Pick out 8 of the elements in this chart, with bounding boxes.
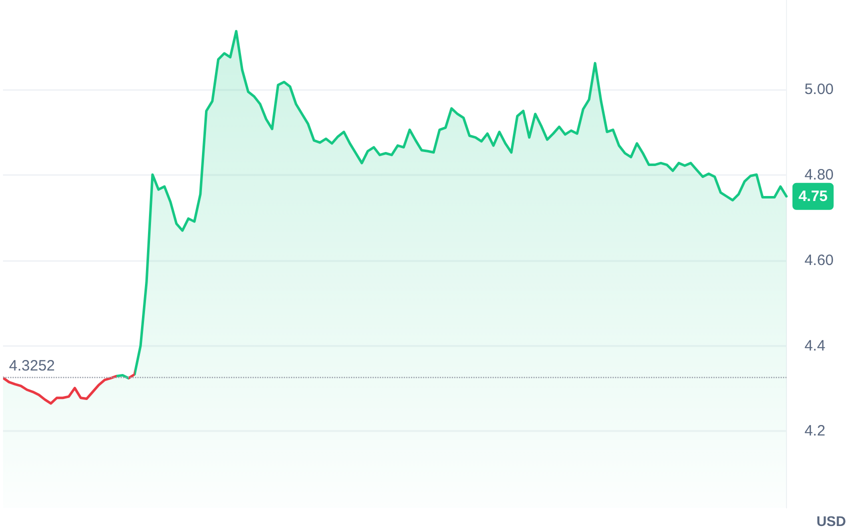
y-tick-label: 4.2 [804, 422, 826, 440]
y-tick-label: 4.4 [804, 337, 826, 354]
y-tick-label: 5.00 [804, 81, 834, 98]
data-label: 4.75 [798, 188, 828, 205]
y-tick-label: 4.80 [804, 166, 834, 184]
y-tick-label: 4.60 [804, 252, 834, 269]
ref-line-label: 4.3252 [9, 358, 55, 375]
y-axis-title: USD [816, 513, 846, 529]
